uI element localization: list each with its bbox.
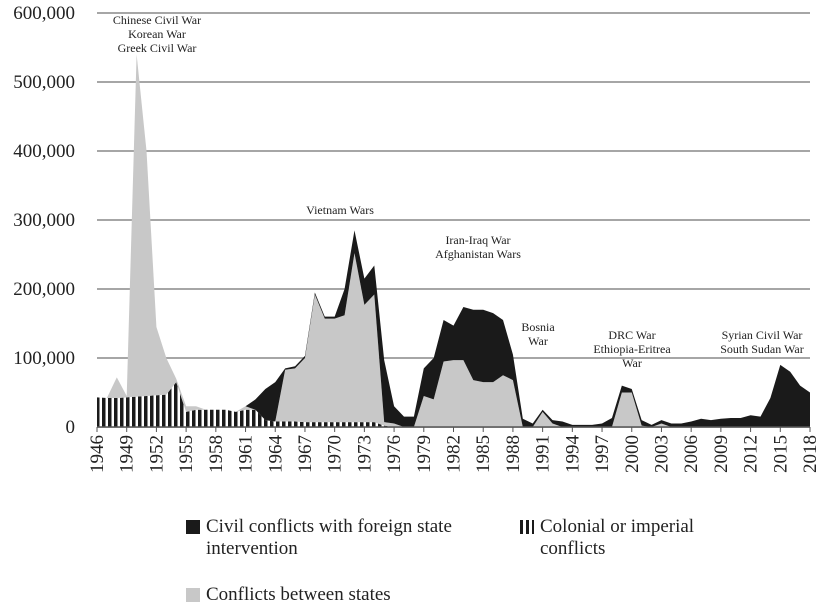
y-tick-label: 300,000 [13, 210, 75, 231]
x-tick-label: 2006 [681, 435, 702, 473]
annotation: Afghanistan Wars [435, 247, 521, 261]
x-tick-label: 1964 [265, 435, 286, 474]
x-tick-label: 1982 [444, 435, 465, 473]
y-tick-label: 400,000 [13, 141, 75, 162]
x-tick-label: 1973 [354, 435, 375, 473]
legend-item: Colonial or imperial conflicts [520, 516, 720, 560]
legend-label: Conflicts between states [206, 584, 391, 605]
x-tick-label: 1961 [236, 435, 257, 473]
legend-label: Colonial or imperial conflicts [540, 516, 695, 559]
x-tick-label: 2009 [711, 435, 732, 473]
x-tick-label: 1967 [295, 435, 316, 473]
x-tick-label: 1946 [87, 435, 108, 473]
legend-swatch [186, 588, 200, 602]
x-tick-label: 1949 [117, 435, 138, 473]
annotation: Vietnam Wars [306, 203, 374, 217]
annotation: Syrian Civil War [722, 328, 803, 342]
x-tick-label: 1979 [414, 435, 435, 473]
annotation: War [528, 334, 548, 348]
x-tick-label: 1991 [533, 435, 554, 473]
x-tick-label: 2003 [651, 435, 672, 473]
y-tick-label: 200,000 [13, 279, 75, 300]
x-tick-label: 1988 [503, 435, 524, 473]
y-tick-label: 100,000 [13, 348, 75, 369]
x-tick-label: 2018 [800, 435, 821, 473]
area [97, 54, 810, 428]
x-tick-label: 2000 [622, 435, 643, 473]
y-tick-label: 0 [66, 417, 76, 438]
annotation: Chinese Civil War [113, 13, 201, 27]
x-tick-label: 2012 [741, 435, 762, 473]
annotation: Ethiopia-Eritrea [593, 342, 671, 356]
x-tick-label: 1994 [562, 435, 583, 474]
x-tick-label: 1985 [473, 435, 494, 473]
x-tick-label: 2015 [770, 435, 791, 473]
annotation: Greek Civil War [118, 41, 197, 55]
annotation: DRC War [608, 328, 655, 342]
area [97, 382, 810, 427]
annotation: Bosnia [521, 320, 555, 334]
x-tick-label: 1976 [384, 435, 405, 473]
legend-item: Civil conflicts with foreign state inter… [186, 516, 476, 560]
annotation: War [622, 356, 642, 370]
x-tick-label: 1958 [206, 435, 227, 473]
x-tick-label: 1997 [592, 435, 613, 473]
y-tick-label: 500,000 [13, 72, 75, 93]
annotation: Korean War [128, 27, 186, 41]
annotation: South Sudan War [720, 342, 803, 356]
legend-item: Conflicts between states [186, 584, 486, 606]
legend-swatch [520, 520, 534, 534]
legend-swatch [186, 520, 200, 534]
x-tick-label: 1955 [176, 435, 197, 473]
legend-label: Civil conflicts with foreign state inter… [206, 516, 452, 559]
x-tick-label: 1970 [325, 435, 346, 473]
annotation: Iran-Iraq War [445, 233, 510, 247]
x-tick-label: 1952 [146, 435, 167, 473]
area [97, 54, 810, 428]
y-tick-label: 600,000 [13, 3, 75, 24]
